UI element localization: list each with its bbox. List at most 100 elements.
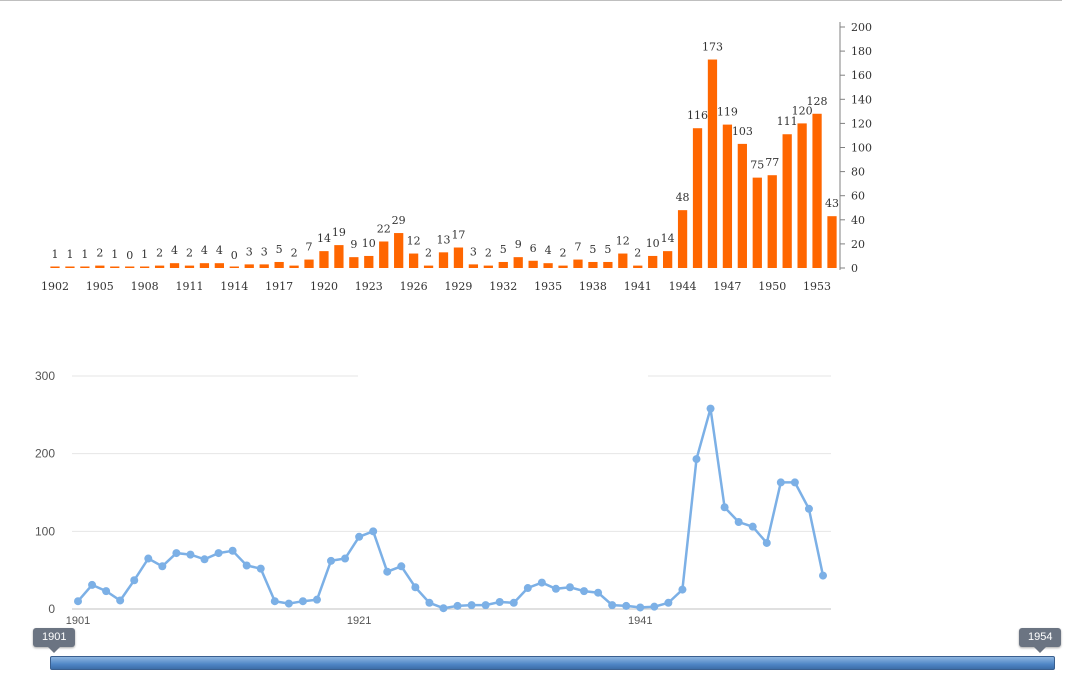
bar (438, 252, 449, 268)
bar-data-label: 4 (201, 244, 208, 257)
line-point (790, 478, 799, 487)
bar-data-label: 3 (470, 245, 477, 258)
bar-y-tick-label: 160 (851, 69, 872, 82)
line-point (298, 597, 307, 606)
range-slider-track[interactable] (50, 656, 1055, 670)
line-point (594, 588, 603, 597)
bar-data-label: 103 (732, 125, 753, 138)
bar-data-label: 77 (765, 156, 779, 169)
bar (140, 266, 150, 268)
bar (812, 113, 822, 268)
bar-x-tick-label: 1914 (220, 280, 248, 293)
bar-x-tick-label: 1929 (444, 280, 472, 293)
line-point (565, 583, 574, 592)
bar-x-tick-label: 1950 (758, 280, 786, 293)
bar-x-tick-label: 1926 (400, 280, 428, 293)
line-y-tick-label: 200 (35, 447, 55, 461)
bar-data-label: 9 (350, 238, 357, 251)
line-point (664, 598, 673, 607)
bar-data-label: 1 (81, 248, 88, 261)
line-point (608, 601, 617, 610)
bar-data-label: 4 (171, 244, 178, 257)
bar-data-label: 111 (777, 115, 798, 128)
bar (349, 257, 359, 268)
line-point (172, 549, 181, 558)
line-point (397, 562, 406, 571)
bar (259, 264, 269, 268)
bar (707, 59, 718, 268)
line-point (748, 522, 757, 531)
bar-data-label: 120 (792, 104, 813, 117)
bar-data-label: 2 (560, 247, 567, 260)
line-point (327, 556, 336, 565)
bar (423, 265, 434, 268)
line-point (116, 596, 125, 605)
bar (528, 260, 538, 268)
bar (588, 261, 598, 268)
bar (827, 216, 837, 268)
bar (394, 233, 404, 268)
line-point (537, 578, 546, 587)
bar-data-label: 7 (306, 241, 313, 254)
line-point (355, 532, 364, 541)
bar-data-label: 43 (825, 197, 839, 210)
line-point (481, 601, 490, 610)
line-y-tick-label: 100 (35, 524, 55, 538)
line-point (819, 571, 827, 580)
bar-x-tick-label: 1935 (534, 280, 562, 293)
bar (618, 253, 628, 268)
bar (379, 241, 389, 268)
line-point (467, 601, 476, 610)
line-x-tick-label: 1921 (347, 615, 371, 627)
bar (603, 261, 613, 268)
line-chart: 0 100 200 300 1901 1921 1941 (35, 369, 831, 627)
bar-x-tick-label: 1953 (803, 280, 831, 293)
bar (244, 264, 254, 268)
bar-x-tick-label: 1920 (310, 280, 338, 293)
bar-y-tick-label: 140 (851, 93, 872, 106)
bar-data-label: 22 (377, 222, 391, 235)
bar-data-label: 2 (96, 247, 103, 260)
bar-data-label: 173 (702, 41, 723, 54)
bar (633, 265, 643, 268)
bar (95, 265, 105, 268)
line-point (509, 598, 518, 607)
bar-data-label: 19 (332, 226, 346, 239)
bar-data-label: 1 (66, 248, 73, 261)
bar-y-tick-label: 120 (851, 117, 872, 130)
bar-y-tick-label: 100 (851, 142, 872, 155)
line-point (650, 602, 659, 611)
line-point (88, 580, 97, 589)
line-point (720, 503, 729, 512)
bar-data-label: 3 (246, 245, 253, 258)
line-point (242, 561, 251, 570)
bar-y-tick-label: 60 (851, 190, 865, 203)
bar (289, 265, 299, 268)
bar (214, 263, 224, 268)
bar-data-label: 1 (111, 248, 118, 261)
bar (334, 245, 344, 268)
line-point (256, 564, 265, 573)
bar-data-label: 3 (261, 245, 268, 258)
range-end-handle[interactable]: 1954 (1019, 628, 1062, 653)
line-point (102, 587, 111, 596)
bar-x-tick-label: 1941 (624, 280, 652, 293)
bar-x-tick-label: 1947 (713, 280, 741, 293)
line-point (425, 598, 434, 607)
line-point (636, 603, 645, 612)
bar-x-tick-label: 1911 (175, 280, 203, 293)
line-point (551, 584, 560, 593)
bar-data-label: 75 (750, 159, 764, 172)
bar (797, 123, 807, 269)
bar (663, 251, 673, 268)
bar (573, 259, 583, 268)
bar (648, 255, 658, 268)
bar-data-label: 6 (530, 242, 537, 255)
bar (50, 266, 60, 268)
bar-data-label: 48 (676, 191, 690, 204)
bar-data-label: 10 (646, 237, 660, 250)
bar-x-tick-label: 1905 (86, 280, 114, 293)
range-start-handle[interactable]: 1901 (33, 628, 76, 653)
bar-data-label: 17 (451, 229, 465, 242)
bar (513, 257, 523, 268)
